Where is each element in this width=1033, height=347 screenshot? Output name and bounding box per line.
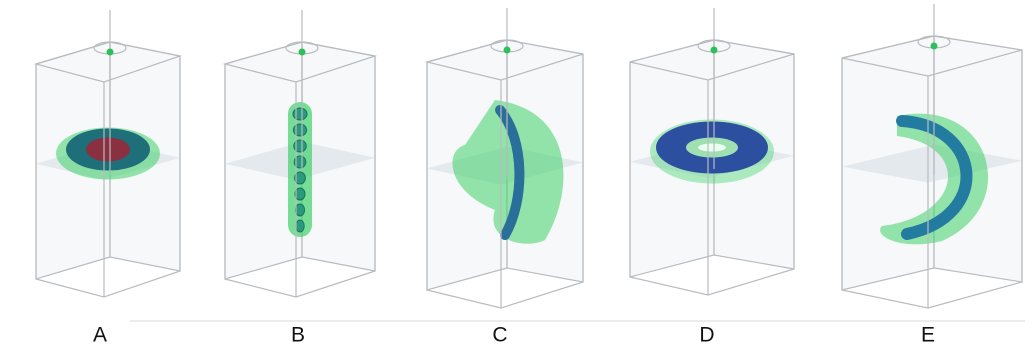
panel: B (225, 10, 375, 347)
panel-label: B (291, 324, 305, 347)
panel: C (427, 8, 583, 347)
bead (296, 220, 304, 232)
marker (504, 47, 511, 54)
panel: E (842, 4, 1022, 347)
bead (295, 204, 304, 216)
panel-label: E (921, 324, 935, 347)
bead (293, 124, 306, 136)
figure: A B C D E (0, 0, 1033, 347)
column (288, 102, 312, 237)
box-bottom (630, 269, 794, 295)
box-bottom (225, 271, 375, 297)
torus-center (698, 144, 726, 152)
marker (711, 47, 718, 54)
panel-label: C (492, 324, 507, 347)
marker (107, 49, 114, 56)
panel-label: A (93, 324, 107, 347)
bead (293, 108, 307, 120)
box-bottom (842, 282, 1022, 308)
marker (931, 43, 938, 50)
panel-label: D (699, 324, 714, 347)
marker (299, 49, 306, 56)
blob-core (86, 138, 130, 162)
panel: D (630, 8, 794, 347)
panel: A (36, 10, 180, 347)
box-bottom (36, 271, 180, 297)
box-bottom (427, 282, 583, 308)
